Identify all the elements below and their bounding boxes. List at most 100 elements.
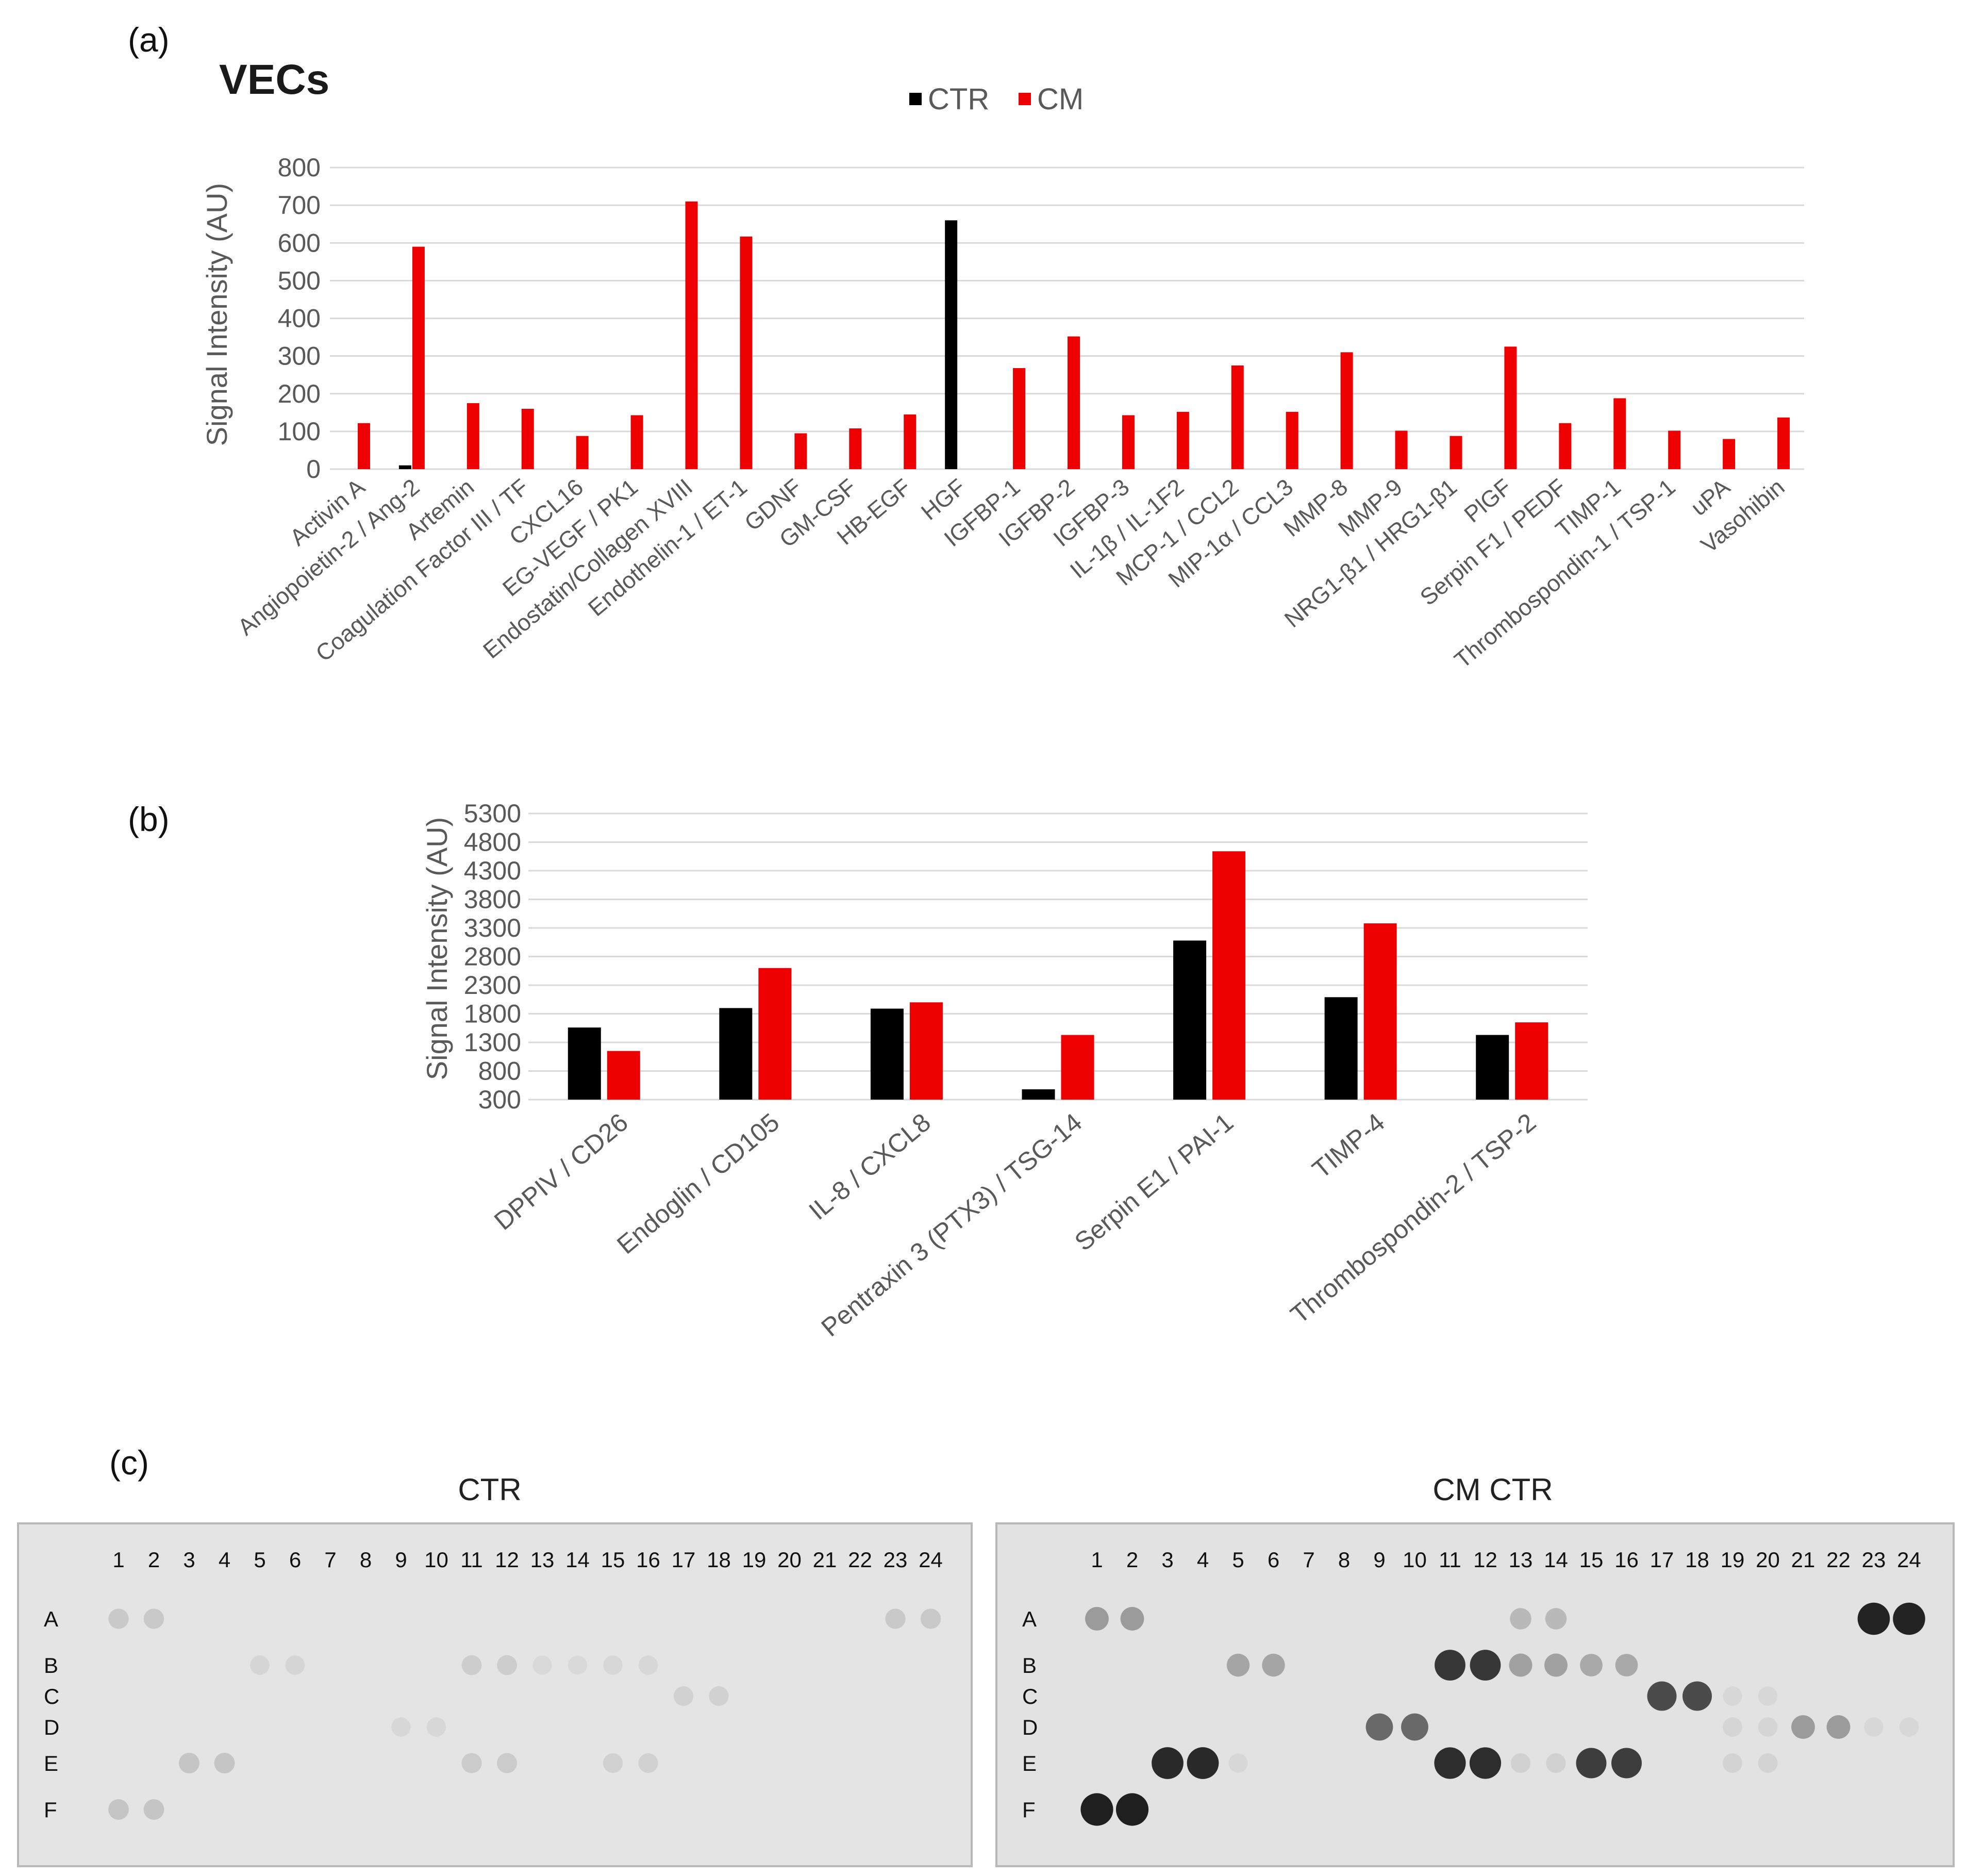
bar-cm bbox=[521, 409, 534, 469]
blot-right-column-label: 23 bbox=[1862, 1548, 1886, 1572]
bar-cm bbox=[904, 414, 917, 469]
blot-left-column-label: 6 bbox=[289, 1548, 301, 1572]
blot-right-column-label: 24 bbox=[1897, 1548, 1921, 1572]
blot-right-spot bbox=[1226, 1653, 1250, 1677]
chart-b-ytick: 3800 bbox=[464, 885, 521, 914]
bar-ctr bbox=[945, 220, 958, 469]
blot-right-spot bbox=[1187, 1747, 1219, 1779]
chart-b-ytick: 300 bbox=[478, 1085, 521, 1114]
bar-cm bbox=[1176, 411, 1189, 469]
blot-right-spot bbox=[1758, 1686, 1778, 1706]
blot-right-spot bbox=[1228, 1753, 1248, 1773]
blot-left-spot bbox=[461, 1753, 482, 1773]
chart-b-category-label: TIMP-4 bbox=[1307, 1108, 1390, 1184]
legend-label-ctr: CTR bbox=[928, 82, 989, 116]
blot-right-column-label: 6 bbox=[1268, 1548, 1279, 1572]
blot-left-column-label: 11 bbox=[460, 1548, 483, 1572]
blot-left-column-label: 23 bbox=[884, 1548, 908, 1572]
blot-left-spot bbox=[638, 1655, 658, 1675]
blot-left-row-label: E bbox=[44, 1751, 58, 1775]
blot-right-spot bbox=[1580, 1654, 1603, 1676]
bar-cm bbox=[1363, 923, 1397, 1100]
chart-a-ytick: 0 bbox=[306, 455, 321, 484]
blot-right-column-label: 5 bbox=[1232, 1548, 1244, 1572]
blot-right-spot bbox=[1899, 1717, 1919, 1737]
blot-left-column-label: 9 bbox=[395, 1548, 407, 1572]
blot-right-spot bbox=[1791, 1715, 1815, 1739]
bar-ctr bbox=[1022, 1089, 1055, 1100]
panel-label-a: (a) bbox=[128, 21, 170, 59]
blot-left-column-label: 17 bbox=[672, 1548, 696, 1572]
blot-left-spot bbox=[532, 1655, 552, 1675]
blot-panel: CTR CM CTR 1 2 3 4 5 6 7 8 9 10 11 12 13 14 15 16 17 18 19… bbox=[17, 1472, 1955, 1867]
bar-cm bbox=[1777, 417, 1790, 469]
blot-left-spot bbox=[461, 1655, 482, 1675]
blot-right-column-label: 4 bbox=[1197, 1548, 1209, 1572]
blot-right-spot bbox=[1826, 1715, 1851, 1739]
blot-left-spot bbox=[285, 1655, 305, 1675]
chart-b-ytick: 3300 bbox=[464, 914, 521, 942]
bar-cm bbox=[466, 403, 479, 469]
blot-left-column-label: 21 bbox=[813, 1548, 837, 1572]
blot-right-column-label: 20 bbox=[1756, 1548, 1780, 1572]
bar-cm bbox=[630, 415, 643, 469]
blot-right-spot bbox=[1647, 1681, 1677, 1711]
chart-b-ytick: 800 bbox=[478, 1057, 521, 1086]
chart-b-ytick: 2300 bbox=[464, 971, 521, 1000]
blot-right-spot bbox=[1576, 1748, 1607, 1779]
blot-right-row-label: B bbox=[1022, 1653, 1037, 1678]
blot-right-spot bbox=[1857, 1602, 1890, 1635]
blot-left-column-label: 15 bbox=[601, 1548, 625, 1572]
bar-ctr bbox=[1476, 1035, 1509, 1100]
bar-cm bbox=[1449, 436, 1462, 469]
blot-right-spot bbox=[1262, 1653, 1285, 1677]
blot-right-column-label: 15 bbox=[1579, 1548, 1604, 1572]
blot-left-row-label: B bbox=[44, 1653, 58, 1678]
bar-cm bbox=[1559, 423, 1572, 469]
blot-left-row-label: F bbox=[44, 1798, 57, 1822]
chart-b-category-label: Thrombospondin-2 / TSP-2 bbox=[1285, 1108, 1541, 1330]
blot-right-membrane bbox=[995, 1522, 1955, 1867]
blot-left-spot bbox=[496, 1753, 518, 1773]
chart-a-ytick: 300 bbox=[278, 342, 321, 371]
bar-cm bbox=[1231, 365, 1244, 469]
blot-left-row-label: C bbox=[44, 1684, 59, 1708]
chart-b-category-label: IL-8 / CXCL8 bbox=[804, 1108, 936, 1226]
blot-right-row-label: C bbox=[1022, 1684, 1038, 1708]
blot-left-spot bbox=[709, 1686, 729, 1706]
blot-right-column-label: 10 bbox=[1403, 1548, 1427, 1572]
blot-left-spot bbox=[108, 1799, 129, 1820]
chart-b-ytick: 1300 bbox=[464, 1028, 521, 1057]
chart-b-category-label: Endoglin / CD105 bbox=[611, 1108, 785, 1260]
bar-ctr bbox=[870, 1008, 904, 1100]
blot-left-spot bbox=[426, 1717, 446, 1737]
chart-b-ytick: 5300 bbox=[464, 799, 521, 828]
blot-left-spot bbox=[108, 1608, 129, 1629]
chart-a-ytick: 200 bbox=[278, 379, 321, 408]
blot-right-spot bbox=[1758, 1753, 1778, 1773]
blot-left-spot bbox=[638, 1753, 658, 1773]
blot-left-membrane bbox=[17, 1522, 973, 1867]
bar-cm bbox=[794, 433, 807, 469]
bar-cm bbox=[1212, 851, 1246, 1100]
blot-right-spot bbox=[1682, 1681, 1712, 1711]
blot-right-spot bbox=[1120, 1607, 1144, 1631]
chart-b-category-label: DPPIV / CD26 bbox=[489, 1108, 634, 1236]
blot-right-spot bbox=[1510, 1608, 1531, 1630]
blot-right-spot bbox=[1611, 1748, 1642, 1779]
bar-cm bbox=[1122, 415, 1135, 469]
chart-b-category-label: Pentraxin 3 (PTX3) / TSG-14 bbox=[816, 1108, 1088, 1342]
bar-cm bbox=[740, 236, 753, 469]
chart-b-category-label: Serpin E1 / PAI-1 bbox=[1069, 1108, 1239, 1257]
blot-right-row-label: F bbox=[1022, 1798, 1036, 1822]
blot-left-column-label: 7 bbox=[324, 1548, 336, 1572]
bar-cm bbox=[1613, 398, 1626, 469]
blot-left-column-label: 22 bbox=[848, 1548, 872, 1572]
chart-b-ytick: 4800 bbox=[464, 828, 521, 857]
blot-right-column-label: 22 bbox=[1826, 1548, 1851, 1572]
blot-left-column-label: 4 bbox=[219, 1548, 230, 1572]
bar-cm bbox=[849, 428, 862, 469]
blot-right-column-label: 21 bbox=[1791, 1548, 1815, 1572]
blot-right-column-label: 13 bbox=[1509, 1548, 1533, 1572]
